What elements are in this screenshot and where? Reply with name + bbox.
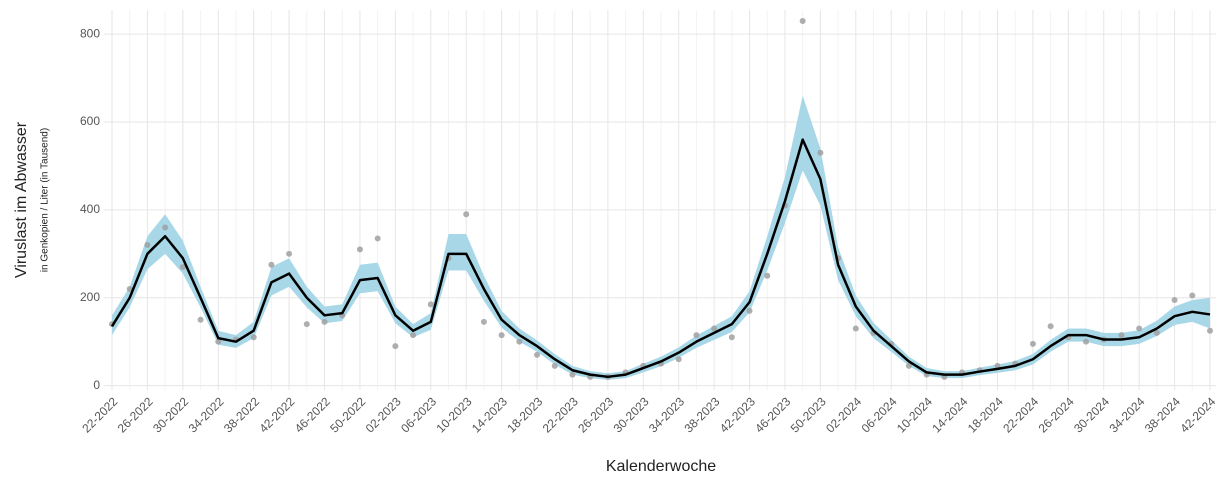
data-point bbox=[569, 371, 576, 378]
data-point bbox=[498, 332, 505, 339]
data-point bbox=[516, 338, 523, 345]
data-point bbox=[905, 362, 912, 369]
y-tick-label: 800 bbox=[80, 26, 100, 40]
x-tick-label: 30-2024 bbox=[1071, 394, 1112, 435]
x-tick-label: 34-2022 bbox=[186, 394, 227, 435]
data-point bbox=[268, 261, 275, 268]
x-tick-label: 50-2023 bbox=[788, 394, 829, 435]
data-point bbox=[356, 246, 363, 253]
x-tick-label: 38-2024 bbox=[1142, 394, 1183, 435]
data-point bbox=[215, 338, 222, 345]
data-point bbox=[711, 325, 718, 332]
x-tick-label: 18-2023 bbox=[504, 394, 545, 435]
x-tick-label: 34-2024 bbox=[1106, 394, 1147, 435]
x-tick-label: 46-2022 bbox=[292, 394, 333, 435]
y-tick-label: 400 bbox=[80, 202, 100, 216]
x-tick-label: 26-2023 bbox=[575, 394, 616, 435]
data-point bbox=[1207, 327, 1213, 334]
x-tick-label: 14-2024 bbox=[929, 394, 970, 435]
x-tick-label: 42-2024 bbox=[1177, 394, 1218, 435]
x-tick-label: 14-2023 bbox=[469, 394, 510, 435]
y-axis-title: Viruslast im Abwasser bbox=[13, 121, 30, 278]
data-point bbox=[321, 318, 328, 325]
data-point bbox=[463, 211, 470, 218]
data-point bbox=[410, 332, 417, 339]
data-point bbox=[852, 325, 859, 332]
data-point bbox=[179, 263, 186, 270]
data-point bbox=[427, 301, 434, 308]
data-point bbox=[1136, 325, 1143, 332]
x-tick-label: 46-2023 bbox=[752, 394, 793, 435]
x-tick-label: 10-2024 bbox=[894, 394, 935, 435]
data-point bbox=[994, 362, 1001, 369]
data-point bbox=[1189, 292, 1196, 299]
y-axis-subtitle: in Genkopien / Liter (in Tausend) bbox=[40, 128, 51, 272]
x-tick-label: 38-2023 bbox=[681, 394, 722, 435]
data-point bbox=[1153, 329, 1160, 336]
y-tick-label: 0 bbox=[93, 378, 100, 392]
data-point bbox=[1118, 332, 1125, 339]
x-tick-label: 22-2024 bbox=[1000, 394, 1041, 435]
x-tick-label: 22-2022 bbox=[79, 394, 120, 435]
data-point bbox=[1029, 340, 1036, 347]
data-point bbox=[534, 351, 541, 358]
x-tick-label: 34-2023 bbox=[646, 394, 687, 435]
x-tick-label: 02-2024 bbox=[823, 394, 864, 435]
line bbox=[110, 138, 1211, 379]
x-tick-label: 22-2023 bbox=[540, 394, 581, 435]
data-point bbox=[126, 285, 133, 292]
data-point bbox=[374, 235, 381, 242]
x-tick-label: 06-2024 bbox=[859, 394, 900, 435]
x-tick-label: 30-2022 bbox=[150, 394, 191, 435]
x-tick-label: 26-2024 bbox=[1036, 394, 1077, 435]
data-point bbox=[250, 334, 257, 341]
data-point bbox=[728, 334, 735, 341]
x-tick-label: 02-2023 bbox=[363, 394, 404, 435]
x-tick-label: 10-2023 bbox=[434, 394, 475, 435]
data-point bbox=[675, 356, 682, 363]
data-point bbox=[480, 318, 487, 325]
x-tick-label: 42-2023 bbox=[717, 394, 758, 435]
data-point bbox=[144, 242, 151, 249]
x-tick-label: 18-2024 bbox=[965, 394, 1006, 435]
x-tick-label: 06-2023 bbox=[398, 394, 439, 435]
x-tick-label: 38-2022 bbox=[221, 394, 262, 435]
data-point bbox=[551, 362, 558, 369]
x-axis-title: Kalenderwoche bbox=[606, 458, 716, 475]
data-point bbox=[746, 307, 753, 314]
y-tick-label: 200 bbox=[80, 290, 100, 304]
data-point bbox=[303, 321, 310, 328]
data-point bbox=[162, 224, 169, 231]
data-point bbox=[817, 149, 824, 156]
y-tick-label: 600 bbox=[80, 114, 100, 128]
x-tick-label: 50-2022 bbox=[327, 394, 368, 435]
data-point bbox=[286, 250, 293, 257]
data-point bbox=[1083, 338, 1090, 345]
x-tick-label: 42-2022 bbox=[256, 394, 297, 435]
x-tick-label: 30-2023 bbox=[611, 394, 652, 435]
data-point bbox=[799, 17, 806, 24]
x-tick-label: 26-2022 bbox=[115, 394, 156, 435]
data-point bbox=[197, 316, 204, 323]
data-point bbox=[764, 272, 771, 279]
data-point bbox=[1171, 296, 1178, 303]
data-point bbox=[1047, 323, 1054, 330]
data-point bbox=[693, 332, 700, 339]
data-point bbox=[392, 343, 399, 350]
